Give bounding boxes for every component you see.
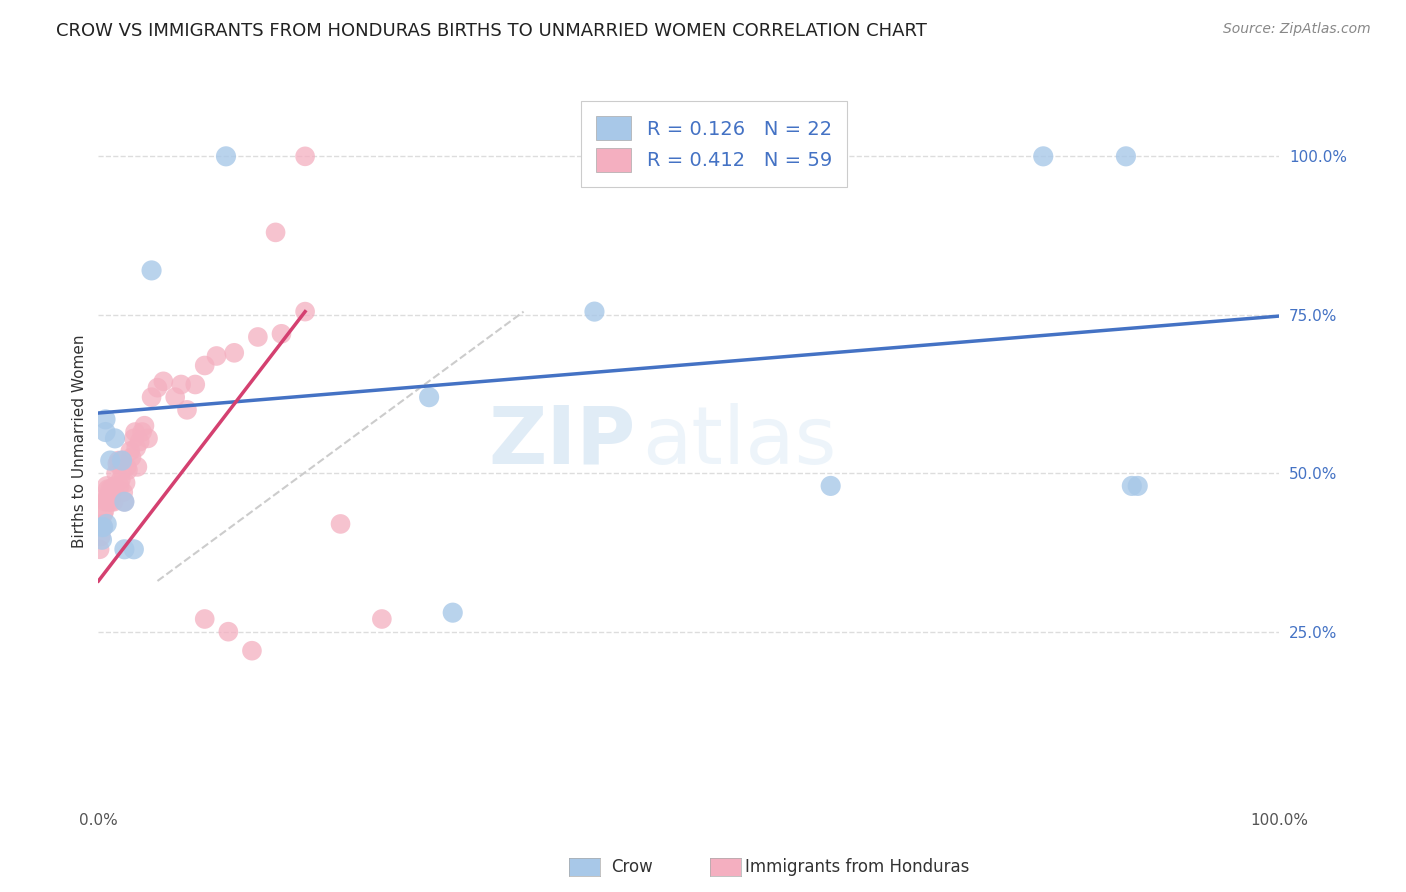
- Point: [96, 479, 118, 493]
- Point: [104, 431, 127, 445]
- Point: [146, 381, 169, 395]
- Point: [94, 425, 117, 439]
- Legend: R = 0.126   N = 22, R = 0.412   N = 59: R = 0.126 N = 22, R = 0.412 N = 59: [581, 101, 848, 187]
- Point: [152, 375, 174, 389]
- Point: [91, 533, 114, 547]
- Text: Source: ZipAtlas.com: Source: ZipAtlas.com: [1223, 22, 1371, 37]
- Point: [115, 459, 138, 474]
- Point: [96, 516, 118, 531]
- Point: [418, 390, 440, 404]
- Point: [194, 612, 217, 626]
- Point: [184, 377, 207, 392]
- Point: [120, 444, 142, 458]
- Point: [121, 450, 143, 465]
- Point: [103, 494, 125, 508]
- Point: [240, 643, 263, 657]
- Point: [1121, 479, 1143, 493]
- Point: [1115, 149, 1137, 163]
- Point: [371, 612, 394, 626]
- Point: [125, 441, 148, 455]
- Point: [117, 463, 139, 477]
- Point: [97, 482, 120, 496]
- Point: [141, 390, 163, 404]
- Point: [111, 453, 134, 467]
- Point: [441, 606, 464, 620]
- Point: [217, 624, 239, 639]
- Text: ZIP: ZIP: [488, 402, 636, 481]
- Text: CROW VS IMMIGRANTS FROM HONDURAS BIRTHS TO UNMARRIED WOMEN CORRELATION CHART: CROW VS IMMIGRANTS FROM HONDURAS BIRTHS …: [56, 22, 927, 40]
- Point: [110, 473, 132, 487]
- Text: Immigrants from Honduras: Immigrants from Honduras: [745, 858, 970, 876]
- Point: [94, 494, 117, 508]
- Point: [215, 149, 238, 163]
- Point: [90, 530, 112, 544]
- Point: [294, 149, 316, 163]
- Point: [91, 520, 114, 534]
- Point: [107, 453, 129, 467]
- Text: Crow: Crow: [612, 858, 654, 876]
- Point: [205, 349, 228, 363]
- Point: [94, 412, 117, 426]
- Point: [98, 482, 121, 496]
- Point: [112, 494, 135, 508]
- Point: [112, 494, 135, 508]
- Point: [294, 304, 316, 318]
- Point: [105, 467, 128, 481]
- Y-axis label: Births to Unmarried Women: Births to Unmarried Women: [72, 334, 87, 549]
- Point: [105, 457, 128, 471]
- Point: [224, 346, 246, 360]
- Point: [820, 479, 842, 493]
- Point: [124, 425, 146, 439]
- Point: [89, 542, 111, 557]
- Point: [583, 304, 606, 318]
- Point: [93, 504, 115, 518]
- Point: [111, 463, 134, 477]
- Point: [91, 508, 114, 522]
- Point: [136, 431, 159, 445]
- Point: [134, 418, 156, 433]
- Point: [122, 542, 145, 557]
- Point: [1126, 479, 1149, 493]
- Point: [98, 494, 121, 508]
- Point: [194, 359, 217, 373]
- Point: [112, 542, 135, 557]
- Point: [98, 453, 121, 467]
- Point: [108, 479, 131, 493]
- Point: [114, 475, 136, 490]
- Point: [111, 453, 134, 467]
- Point: [170, 377, 193, 392]
- Point: [329, 516, 352, 531]
- Point: [91, 516, 114, 531]
- Point: [270, 326, 292, 341]
- Point: [112, 485, 135, 500]
- Point: [100, 494, 122, 508]
- Point: [122, 431, 145, 445]
- Point: [96, 491, 118, 506]
- Point: [128, 434, 150, 449]
- Point: [246, 330, 269, 344]
- Point: [141, 263, 163, 277]
- Point: [176, 402, 198, 417]
- Point: [93, 491, 115, 506]
- Point: [91, 520, 114, 534]
- Point: [101, 482, 124, 496]
- Text: atlas: atlas: [641, 402, 837, 481]
- Point: [165, 390, 187, 404]
- Point: [104, 479, 127, 493]
- Point: [91, 520, 114, 534]
- Point: [264, 226, 287, 240]
- Point: [127, 459, 149, 474]
- Point: [131, 425, 153, 439]
- Point: [1032, 149, 1054, 163]
